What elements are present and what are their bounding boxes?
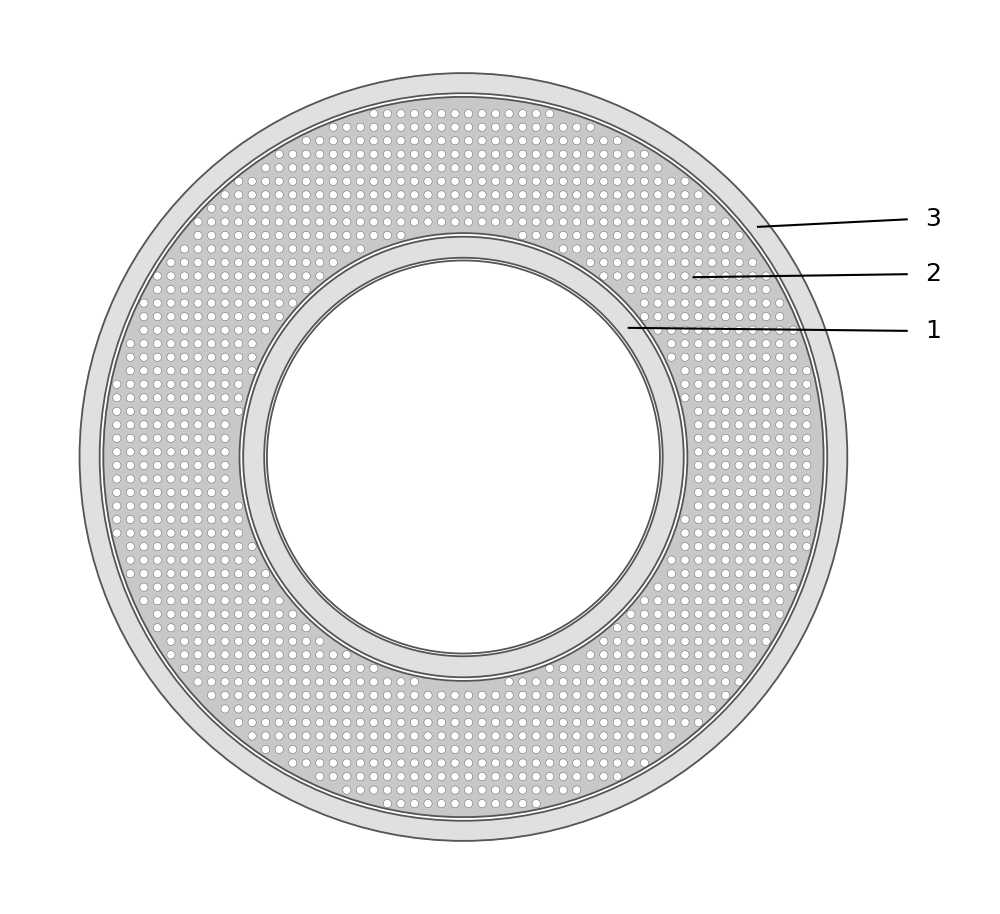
Text: 3: 3 [925, 207, 941, 231]
Text: 2: 2 [925, 262, 941, 286]
Circle shape [264, 258, 663, 656]
Circle shape [100, 93, 827, 821]
Circle shape [80, 73, 847, 841]
Circle shape [103, 97, 824, 817]
Circle shape [240, 233, 687, 681]
Text: 1: 1 [925, 319, 941, 343]
Circle shape [267, 260, 660, 654]
Circle shape [243, 237, 684, 677]
